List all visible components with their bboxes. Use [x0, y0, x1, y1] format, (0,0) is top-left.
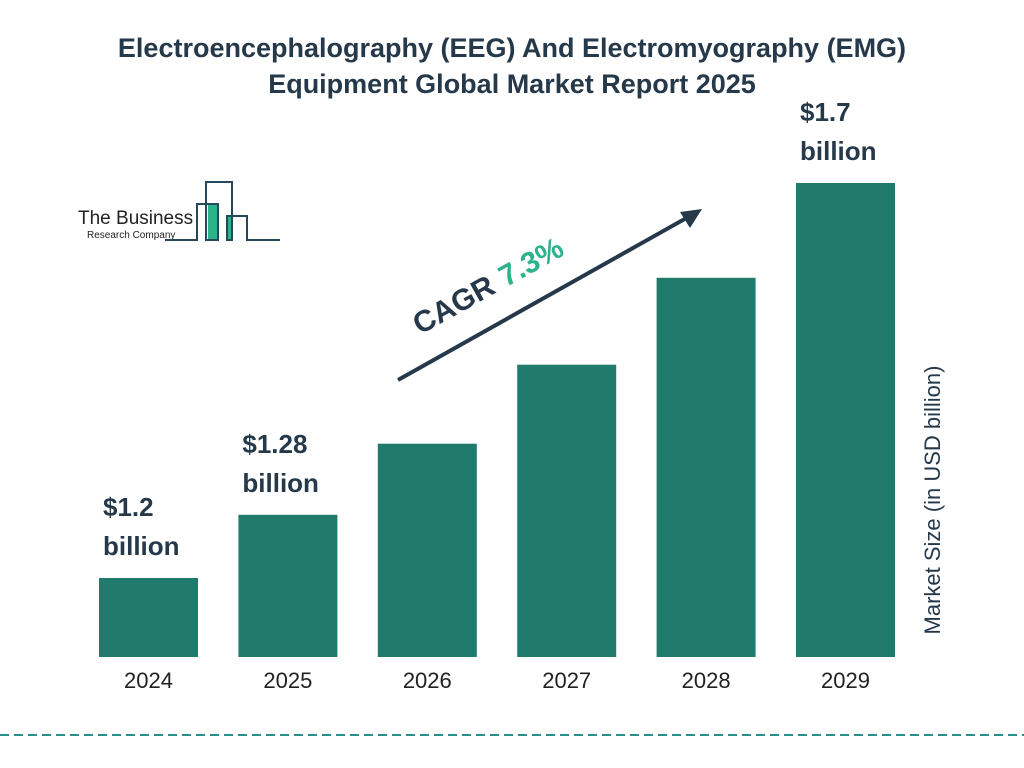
logo-bar-2: [227, 216, 232, 240]
cagr-value: 7.3%: [493, 231, 569, 293]
y-axis-label: Market Size (in USD billion): [920, 366, 945, 635]
logo-text-2: Research Company: [87, 230, 175, 241]
data-label: $1.7: [800, 97, 851, 127]
data-label: billion: [800, 136, 877, 166]
data-label: $1.28: [242, 429, 307, 459]
bar-2025: [238, 514, 338, 657]
bar-2024: [99, 578, 198, 657]
cagr-arrow-head: [680, 209, 702, 228]
x-tick-label: 2027: [542, 668, 591, 693]
data-label: billion: [103, 531, 180, 561]
x-tick-label: 2025: [263, 668, 312, 693]
data-label: billion: [242, 468, 319, 498]
x-tick-label: 2024: [124, 668, 173, 693]
bar-2029: [796, 183, 895, 657]
bar-2028: [656, 277, 756, 657]
title-line-1: Electroencephalography (EEG) And Electro…: [117, 33, 907, 63]
x-tick-label: 2026: [403, 668, 452, 693]
data-label: $1.2: [103, 492, 154, 522]
logo-text-1: The Business: [78, 208, 193, 229]
logo-bar-1: [208, 204, 218, 240]
x-tick-label: 2028: [682, 668, 731, 693]
bar-2026: [377, 443, 477, 657]
bar-2027: [517, 364, 617, 657]
cagr-arrow-line: [397, 214, 691, 382]
x-tick-label: 2029: [821, 668, 870, 693]
logo: The Business Research Company: [78, 181, 280, 241]
logo-outline: [165, 181, 280, 241]
cagr-annotation: CAGR7.3%: [397, 209, 702, 382]
title-line-2: Equipment Global Market Report 2025: [268, 69, 756, 99]
cagr-text: CAGR7.3%: [407, 231, 569, 341]
chart-title: Electroencephalography (EEG) And Electro…: [0, 30, 1024, 102]
